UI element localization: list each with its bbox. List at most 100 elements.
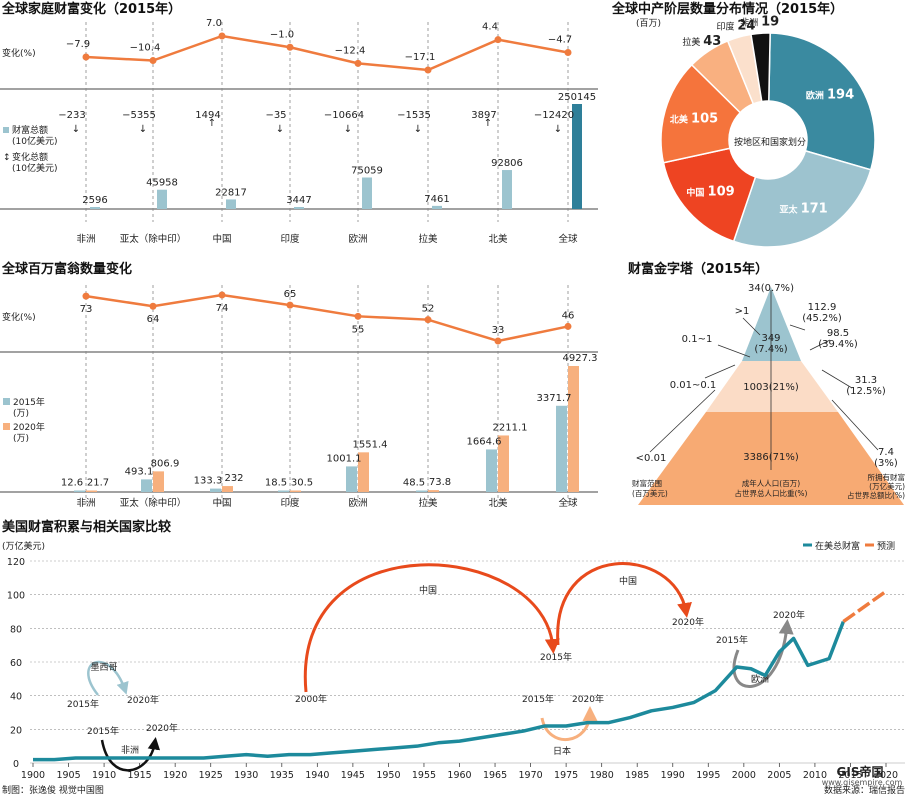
p2-bar-2020: [153, 471, 164, 492]
panel3-unit: (百万): [636, 18, 661, 29]
p2-change-label: 65: [284, 289, 297, 300]
donut-label-value: 105: [691, 112, 718, 127]
donut-label: 亚太 171: [779, 201, 827, 216]
p2-bar-2020: [568, 366, 579, 492]
p5-x-tick: 1910: [92, 770, 116, 781]
pyramid-footer-right-1: 所拥有财富: [868, 472, 906, 482]
footer-source: 数据来源：瑞信报告: [824, 784, 905, 796]
donut-label-name: 非洲: [740, 16, 761, 28]
p2-change-point: [82, 292, 90, 300]
pyramid-leader-3: [704, 364, 736, 379]
p2-change-point: [286, 301, 294, 309]
panel1-legend-total-unit: (10亿美元): [12, 135, 57, 147]
p2-bar-2020: [428, 490, 439, 492]
p1-change-point: [286, 43, 294, 51]
africa-2015: 2015年: [87, 725, 119, 737]
p5-x-tick: 1960: [447, 770, 471, 781]
p1-x-label: 欧洲: [348, 233, 367, 245]
p2-label-2020: 232: [224, 473, 243, 484]
p1-wealth-bar: [226, 199, 236, 209]
panel5-axes: 0 20 40 60 80 100 120 1900 1905 1910 1915 1920 1925 1…: [7, 557, 905, 781]
p5-x-tick: 2015: [838, 770, 862, 781]
donut-slice: [660, 63, 742, 164]
p2-label-2015: 48.5: [403, 478, 425, 489]
p2-change-label: 33: [492, 325, 505, 336]
p1-x-label: 拉美: [418, 233, 438, 245]
watermark-logo: GIS帝国: [837, 764, 884, 779]
panel2-legend-2020: 2020年: [13, 421, 45, 433]
pyramid-pop-2: 349: [761, 333, 780, 344]
p5-x-tick: 1985: [625, 770, 649, 781]
donut-label-name: 中国: [686, 186, 707, 198]
panel2-legend-2015: 2015年: [13, 396, 45, 408]
p1-wealth-label: 250145: [558, 92, 596, 103]
p5-forecast-line: [842, 589, 888, 624]
p2-label-2015: 493.1: [125, 466, 154, 477]
p5-x-tick: 1975: [554, 770, 578, 781]
panel5-legend-forecast: 预测: [877, 541, 895, 552]
africa-label: 非洲: [121, 744, 139, 756]
p1-x-label: 非洲: [76, 233, 95, 245]
p5-x-tick: 2000: [732, 770, 756, 781]
donut-slice: [732, 149, 872, 248]
p1-change-arrow-up: ↑: [484, 118, 492, 129]
p1-change-label: −10.4: [130, 43, 161, 54]
pyramid-wealth-pct-3: (12.5%): [846, 386, 886, 397]
p2-change-label: 52: [422, 304, 435, 315]
china-arc-1: [303, 563, 560, 693]
panel1-title: 全球家庭财富变化（2015年）: [1, 1, 181, 17]
panel5-legend-actual: 在美总财富: [815, 540, 860, 552]
p2-change-label: 55: [352, 324, 365, 335]
p2-bar-2020: [290, 490, 301, 492]
p1-x-label: 中国: [212, 233, 231, 245]
panel5-series-line: [33, 589, 888, 762]
pyramid-range-4: <0.01: [636, 453, 667, 464]
donut-label-name: 北美: [670, 114, 691, 126]
japan-2020: 2020年: [572, 693, 604, 705]
p1-change-point: [424, 66, 432, 74]
p2-label-2020: 2211.1: [493, 422, 528, 433]
pyramid-wealth-2: 98.5: [827, 328, 849, 339]
pyramid-range-2: 0.1~1: [682, 334, 713, 345]
p5-x-tick: 1915: [128, 770, 152, 781]
p1-wealth-label: 3447: [286, 195, 311, 206]
p1-wealth-bar: [502, 170, 512, 209]
p1-change-point: [82, 53, 90, 61]
p1-change-total-label: −35: [265, 110, 286, 121]
p2-bar-2015: [74, 490, 85, 492]
panel1-x-labels: 非洲 亚太（除中印） 中国 印度 欧洲 拉美 北美 全球: [76, 233, 578, 245]
panel1-legend-change-unit: (10亿美元): [12, 162, 57, 174]
p2-bar-2015: [346, 466, 357, 492]
p5-x-tick: 1995: [696, 770, 720, 781]
panel2-legend-2020-swatch: [3, 423, 10, 430]
donut-label-value: 171: [801, 201, 828, 216]
p1-change-total-label: 3897: [471, 110, 496, 121]
pyramid-pop-4: 3386(71%): [743, 452, 799, 463]
pyramid-wealth-4: 7.4: [878, 447, 894, 458]
p5-x-tick: 1955: [412, 770, 436, 781]
p1-change-point: [494, 36, 502, 44]
p1-change-point: [564, 49, 572, 57]
p5-y-tick: 60: [10, 658, 22, 669]
china-2015: 2015年: [540, 651, 572, 663]
panel2-change-line: 73 64 74 65 55 52 33 46: [80, 289, 574, 345]
p5-y-tick: 80: [10, 624, 22, 635]
p2-label-2020: 73.8: [429, 477, 451, 488]
pyramid-wealth-pct-2: (39.4%): [818, 339, 858, 350]
p2-bar-2015: [210, 488, 221, 492]
p2-change-point: [149, 302, 157, 310]
pyramid-wealth-pct-1: (45.2%): [802, 313, 842, 324]
p2-change-point: [354, 312, 362, 320]
p2-x-label: 欧洲: [348, 497, 367, 509]
p1-x-label: 印度: [280, 233, 300, 245]
p2-change-polyline: [85, 293, 569, 343]
p1-change-label: −7.9: [66, 39, 90, 50]
p2-change-point: [564, 322, 572, 330]
p1-change-arrow-up: ↑: [208, 118, 216, 129]
donut-label: 印度 24: [716, 18, 755, 33]
pyramid-footer-right-3: 占世界总额比(%): [847, 490, 905, 500]
china-2000: 2000年: [295, 693, 327, 705]
pyramid-wealth-pct-4: (3%): [874, 458, 898, 469]
